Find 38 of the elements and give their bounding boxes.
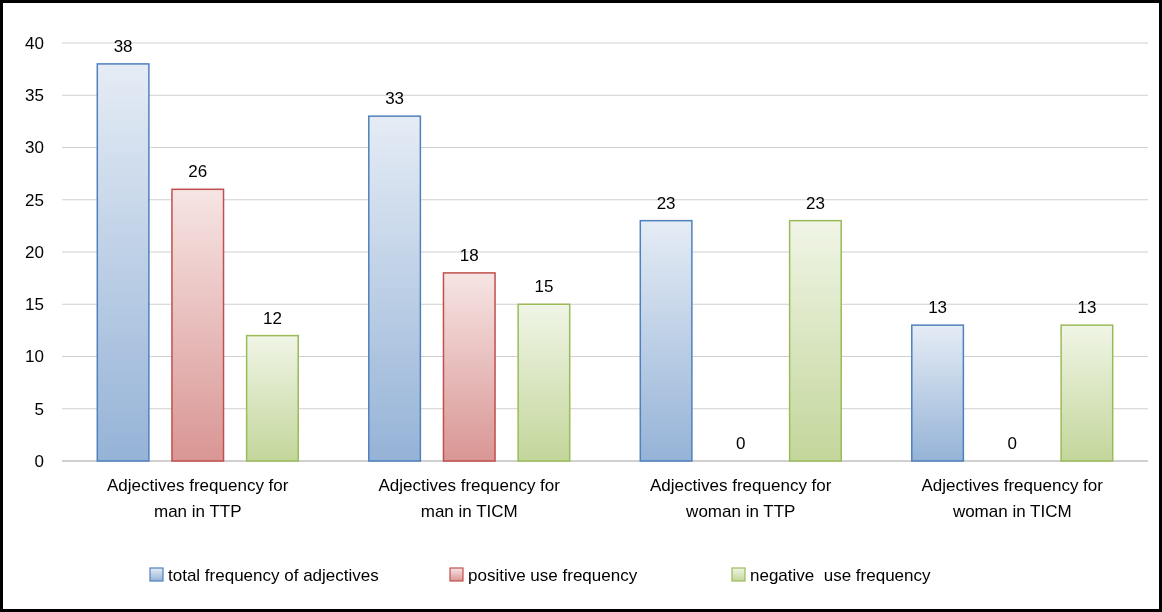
y-tick-label: 10 <box>25 347 44 367</box>
data-label: 0 <box>736 434 746 453</box>
bar <box>442 272 496 462</box>
bar <box>245 334 299 462</box>
x-tick-label: Adjectives frequency for man in TTP <box>107 476 289 521</box>
data-label: 33 <box>385 89 405 109</box>
bar <box>911 324 965 462</box>
y-tick-label: 30 <box>25 138 44 158</box>
x-tick-label: Adjectives frequency for man in TICM <box>378 476 561 521</box>
legend-label: negative use frequency <box>750 565 932 585</box>
y-tick-label: 35 <box>25 86 44 106</box>
data-label: 38 <box>113 36 133 56</box>
data-label: 18 <box>459 245 479 265</box>
y-tick-label: 0 <box>34 451 44 471</box>
data-label: 15 <box>534 277 554 297</box>
data-label: 12 <box>262 308 282 328</box>
bar <box>368 115 422 462</box>
data-label: 23 <box>805 193 825 213</box>
x-tick-label: Adjectives frequency for woman in TTP <box>650 476 832 521</box>
bar <box>517 303 571 462</box>
y-tick-label: 5 <box>34 399 44 419</box>
data-label: 13 <box>928 298 948 318</box>
y-tick-label: 20 <box>25 242 44 262</box>
bar <box>788 219 842 462</box>
x-tick-label: Adjectives frequency for woman in TICM <box>921 476 1104 521</box>
bar <box>96 63 150 462</box>
data-label: 13 <box>1077 298 1097 318</box>
legend-label: positive use frequency <box>468 565 638 585</box>
data-label: 26 <box>188 162 208 182</box>
data-label: 0 <box>1007 434 1017 453</box>
bar <box>1060 324 1114 462</box>
data-label: 23 <box>656 193 676 213</box>
bar <box>171 188 225 462</box>
y-tick-label: 25 <box>25 190 44 210</box>
bar <box>639 219 693 462</box>
legend-label: total frequency of adjectives <box>168 565 379 585</box>
y-tick-label: 15 <box>25 295 44 315</box>
y-tick-label: 40 <box>25 33 44 53</box>
